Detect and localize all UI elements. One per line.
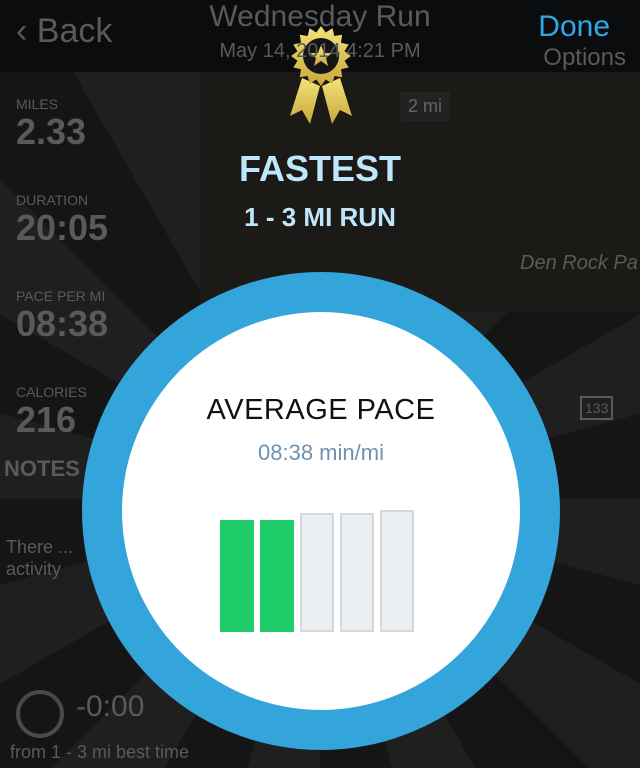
map-label: Den Rock Pa: [520, 252, 638, 274]
pace-card-value: 08:38 min/mi: [258, 440, 384, 465]
best-delta: -0:00: [76, 690, 145, 723]
stat-duration: DURATION 20:05: [16, 192, 108, 248]
nav-subtitle: May 14, 2014 4:21 PM: [219, 40, 421, 62]
options-button[interactable]: Options: [543, 44, 626, 71]
stat-label: MILES: [16, 96, 59, 112]
stat-value: 08:38: [16, 303, 109, 344]
pace-level-bars: [220, 508, 420, 632]
notes-label: NOTES: [4, 456, 80, 481]
achievement-title: FASTEST: [238, 148, 402, 189]
stat-value: 20:05: [16, 207, 109, 248]
stat-value: 2.33: [16, 111, 87, 152]
stat-label: PACE PER MI: [16, 288, 106, 304]
award-ribbon-star-icon: [290, 26, 352, 124]
pace-card-ring: AVERAGE PACE 08:38 min/mi: [82, 272, 560, 750]
stat-label: DURATION: [16, 192, 89, 208]
pace-bar-empty: [380, 510, 414, 632]
best-caption: from 1 - 3 mi best time: [10, 742, 190, 762]
back-button[interactable]: ‹ Back: [16, 12, 113, 50]
stat-pace: PACE PER MI 08:38: [16, 288, 108, 344]
pace-card-title: AVERAGE PACE: [206, 394, 436, 426]
pace-bar-empty: [340, 513, 374, 632]
stat-value: 216: [16, 399, 77, 440]
mile-marker: 2 mi: [400, 92, 451, 121]
pace-card: [122, 312, 520, 710]
stat-label: CALORIES: [16, 384, 87, 400]
road-sign: 133: [580, 396, 614, 420]
stat-calories: CALORIES 216: [16, 384, 87, 440]
done-button[interactable]: Done: [538, 10, 610, 43]
achievement-subtitle: 1 - 3 MI RUN: [244, 202, 396, 232]
pace-bar-filled: [260, 520, 294, 632]
stat-miles: MILES 2.33: [16, 96, 86, 152]
pace-bar-filled: [220, 520, 254, 632]
nav-title: Wednesday Run: [209, 0, 431, 33]
back-label: Back: [36, 12, 113, 50]
notes-text: There ... activity: [6, 537, 74, 579]
speedometer-icon: [16, 690, 64, 738]
pace-bar-empty: [300, 513, 334, 632]
